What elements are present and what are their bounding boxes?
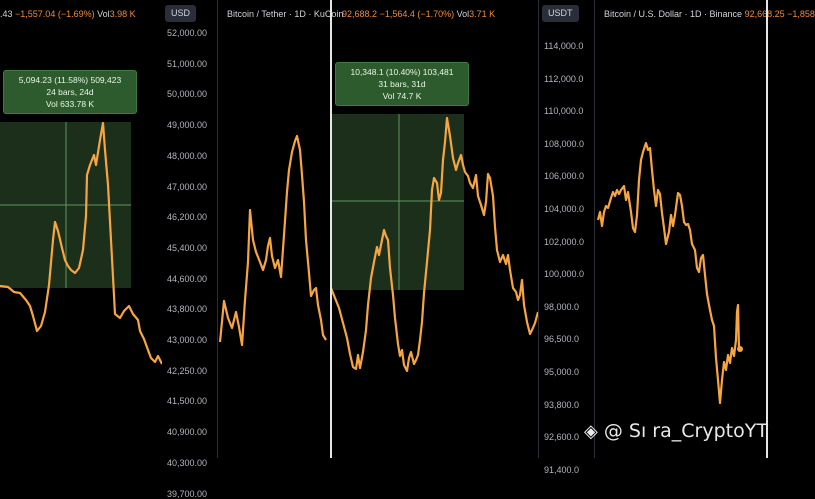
price-axis-1-tick-6: 46,200.00	[167, 212, 208, 223]
price-axis-1-tick-13: 40,900.00	[167, 427, 208, 438]
panel3-title: Bitcoin / U.S. Dollar · 1D · Binance	[604, 9, 743, 19]
panel2-price-line-a	[218, 134, 327, 347]
axis-divider-2	[538, 0, 539, 458]
chart-panel-3[interactable]: Bitcoin / U.S. Dollar · 1D · Binance 92,…	[595, 0, 815, 458]
chart-panel-1[interactable]: .43 −1,557.04 (−1.69%) Vol3.98 K 5,094.2…	[0, 0, 162, 458]
price-axis-3-tick-9: 96,500.0	[544, 334, 580, 345]
panel1-price-tail: .43	[0, 9, 13, 19]
panel2-header: Bitcoin / Tether · 1D · KuCoin	[227, 9, 343, 19]
price-axis-1-tick-3: 49,000.00	[167, 120, 208, 131]
panel2-price-chart[interactable]	[218, 0, 540, 458]
price-axis-1-tick-5: 47,000.00	[167, 181, 208, 192]
price-axis-3-tick-2: 110,000.0	[544, 106, 584, 117]
panel1-currency-badge[interactable]: USD	[165, 5, 197, 22]
price-axis-1-tick-9: 43,800.00	[167, 304, 208, 315]
panel1-price-line	[0, 121, 162, 365]
panel3-price: 92,668.25	[744, 9, 785, 19]
panel3-change: −1,858.7	[787, 9, 815, 19]
binance-logo-icon: ◈	[584, 421, 598, 442]
panel2-tooltip-line1: 10,348.1 (10.40%) 103,481	[350, 67, 454, 77]
chart-divider-2	[330, 0, 332, 458]
panel2-vol: 3.71 K	[469, 9, 496, 19]
price-axis-3-tick-7: 100,000.0	[544, 269, 585, 280]
price-axis-1-tick-10: 43,000.00	[167, 335, 208, 345]
price-axis-3-tick-13: 91,400.0	[544, 464, 580, 475]
panel3-price-line	[596, 141, 742, 405]
price-axis-3-tick-0: 114,000.0	[544, 41, 584, 51]
panel2-price: 92,688.2	[342, 9, 378, 19]
panel3-price-chart[interactable]	[595, 0, 815, 458]
panel2-vol-label: Vol	[456, 9, 470, 19]
chart-divider-3	[766, 0, 768, 458]
price-axis-3-tick-12: 92,600.0	[544, 432, 580, 443]
price-axis-3-tick-4: 106,000.0	[544, 171, 585, 182]
price-axis-3-tick-1: 112,000.0	[544, 73, 584, 84]
panel3-last-price-dot	[737, 346, 743, 352]
price-axis-3-tick-10: 95,000.0	[544, 367, 580, 377]
price-axis-1-tick-8: 44,600.00	[167, 273, 208, 284]
price-axis-3-tick-8: 98,000.0	[544, 301, 580, 312]
watermark-text: @ Sı ra_CryptoYT	[603, 420, 768, 442]
price-axis-1-tick-15: 39,700.00	[167, 488, 208, 499]
price-axis-1-tick-1: 51,000.00	[167, 58, 208, 69]
panel2-tooltip-line3: Vol 74.7 K	[382, 91, 422, 101]
price-axis-1-tick-2: 50,000.00	[167, 89, 208, 100]
panel1-vol-label: Vol	[97, 9, 110, 19]
axis-divider-3	[594, 0, 595, 458]
panel1-tooltip-line3: Vol 633.78 K	[45, 99, 95, 109]
panel1-header: .43 −1,557.04 (−1.69%) Vol3.98 K	[0, 9, 136, 19]
panel2-measure-box	[332, 114, 464, 290]
panel1-tooltip-line2: 24 bars, 24d	[46, 87, 94, 97]
panel2-tooltip-line2: 31 bars, 31d	[378, 79, 426, 89]
watermark: ◈ @ Sı ra_CryptoYT	[584, 420, 768, 442]
price-axis-3-tick-11: 93,800.0	[544, 399, 580, 410]
panel3-currency-badge[interactable]: USDT	[542, 5, 579, 22]
price-axis-1-tick-7: 45,400.00	[167, 242, 208, 253]
price-axis-1-tick-4: 48,000.00	[167, 150, 208, 161]
panel3-header: Bitcoin / U.S. Dollar · 1D · Binance 92,…	[604, 9, 815, 19]
panel1-tooltip-line1: 5,094.23 (11.58%) 509,423	[18, 75, 122, 85]
panel2-header-values: 92,688.2 −1,564.4 (−1.70%) Vol3.71 K	[342, 9, 495, 19]
price-axis-1-tick-0: 52,000.00	[167, 28, 208, 38]
panel1-measure-tooltip: 5,094.23 (11.58%) 509,423 24 bars, 24d V…	[3, 70, 137, 114]
panel1-price-chart[interactable]	[0, 0, 162, 458]
price-axis-3-tick-3: 108,000.0	[544, 138, 585, 149]
price-axis-3-tick-5: 104,000.0	[544, 204, 585, 214]
panel2-title: Bitcoin / Tether · 1D · KuCoin	[227, 9, 344, 19]
price-axis-3[interactable]: USDT 114,000.0 112,000.0 110,000.0 108,000.…	[540, 0, 594, 475]
price-axis-1[interactable]: USD 52,000.00 51,000.00 50,000.00 49,000.00…	[163, 0, 217, 499]
chart-panel-2[interactable]: Bitcoin / Tether · 1D · KuCoin 92,688.2 …	[218, 0, 540, 458]
panel2-change: −1,564.4 (−1.70%)	[379, 9, 455, 19]
panel1-change: −1,557.04 (−1.69%)	[15, 9, 95, 19]
axis-divider-1	[217, 0, 218, 458]
price-axis-1-tick-12: 41,500.00	[167, 396, 208, 407]
panel1-vol: 3.98 K	[109, 9, 136, 19]
price-axis-1-tick-14: 40,300.00	[167, 457, 208, 468]
panel2-price-line-b	[329, 116, 540, 373]
panel2-measure-tooltip: 10,348.1 (10.40%) 103,481 31 bars, 31d V…	[335, 62, 469, 106]
price-axis-3-tick-6: 102,000.0	[544, 236, 585, 247]
price-axis-1-tick-11: 42,250.00	[167, 365, 208, 376]
